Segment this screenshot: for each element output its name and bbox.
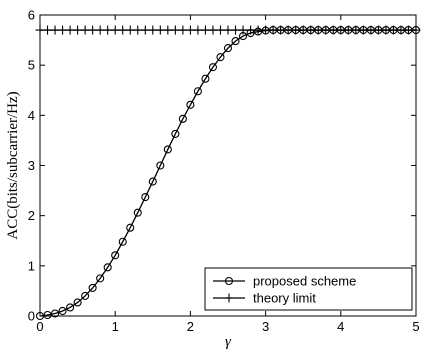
legend-label-theory-limit: theory limit — [253, 291, 316, 306]
data-point-proposed-scheme — [231, 37, 240, 46]
data-point-proposed-scheme — [73, 298, 82, 307]
x-tick-label: 5 — [412, 319, 419, 334]
data-point-proposed-scheme — [208, 63, 218, 72]
y-tick-label: 1 — [28, 258, 35, 273]
data-point-proposed-scheme — [193, 87, 202, 96]
data-point-proposed-scheme — [111, 251, 120, 260]
x-axis-label: γ — [225, 334, 232, 350]
data-point-proposed-scheme — [178, 114, 187, 123]
data-point-proposed-scheme — [223, 44, 233, 53]
data-point-proposed-scheme — [186, 100, 195, 109]
legend-label-proposed-scheme: proposed scheme — [253, 274, 356, 289]
data-point-proposed-scheme — [35, 311, 45, 321]
data-point-proposed-scheme — [58, 306, 67, 316]
data-point-proposed-scheme — [66, 303, 75, 312]
y-tick-label: 5 — [28, 58, 35, 73]
y-tick-label: 3 — [28, 158, 35, 173]
x-tick-label: 1 — [112, 319, 119, 334]
data-point-proposed-scheme — [216, 53, 225, 62]
y-axis-label: ACC(bits/subcarrier/Hz) — [5, 91, 21, 239]
legend-marker-circle — [224, 276, 234, 286]
data-point-proposed-scheme — [118, 237, 127, 246]
legend: proposed scheme theory limit — [204, 267, 413, 311]
data-point-proposed-scheme — [88, 283, 97, 292]
data-point-proposed-scheme — [156, 161, 165, 170]
y-tick-label: 4 — [28, 108, 35, 123]
y-tick-label: 0 — [28, 309, 35, 324]
x-tick-label: 4 — [337, 319, 344, 334]
data-point-proposed-scheme — [133, 208, 142, 217]
data-point-proposed-scheme — [163, 145, 172, 154]
axis-ticks: 0 1 2 3 4 5 0 1 2 3 4 5 6 — [28, 8, 420, 335]
x-tick-label: 0 — [36, 319, 43, 334]
legend-box — [204, 267, 413, 311]
y-tick-label: 2 — [28, 208, 35, 223]
data-point-proposed-scheme — [126, 223, 135, 232]
data-point-proposed-scheme — [43, 310, 52, 320]
plot-area — [39, 14, 417, 317]
legend-marker-plus — [224, 293, 234, 303]
data-point-proposed-scheme — [171, 129, 180, 138]
data-point-proposed-scheme — [81, 291, 90, 300]
y-tick-label: 6 — [28, 8, 35, 23]
data-point-proposed-scheme — [103, 263, 112, 272]
series-layer — [35, 25, 421, 321]
data-point-proposed-scheme — [141, 193, 150, 202]
data-point-proposed-scheme — [148, 177, 157, 186]
x-tick-label: 3 — [262, 319, 269, 334]
data-point-proposed-scheme — [201, 74, 210, 83]
x-tick-label: 2 — [187, 319, 194, 334]
data-point-proposed-scheme — [50, 309, 60, 318]
data-point-proposed-scheme — [96, 274, 105, 283]
